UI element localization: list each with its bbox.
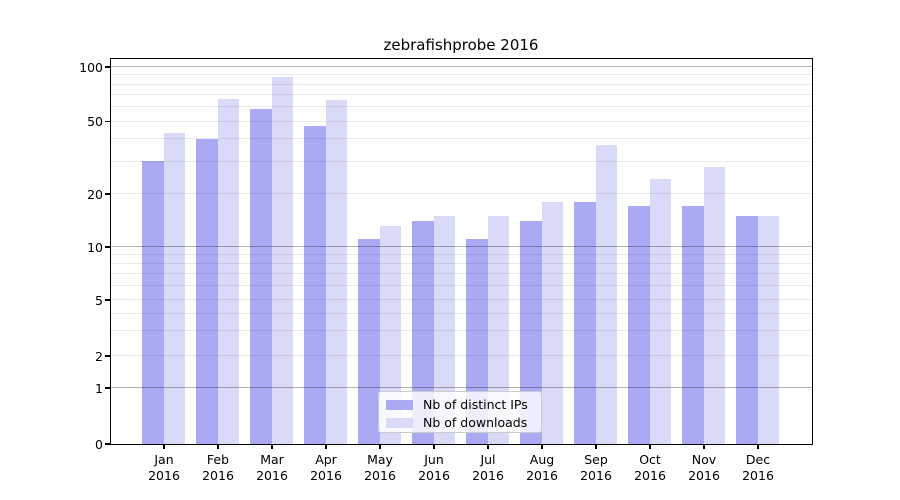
x-tick-label-apr: Apr 2016 <box>310 452 342 483</box>
bar-nb-of-downloads-sep <box>595 144 617 444</box>
x-tick-mark-dec <box>757 444 759 449</box>
bar-nb-of-distinct-ips-jun <box>412 220 434 444</box>
x-tick-label-oct: Oct 2016 <box>634 452 666 483</box>
bar-nb-of-distinct-ips-oct <box>628 205 650 444</box>
y-tick-mark-50 <box>104 120 110 123</box>
bars-layer <box>111 59 812 444</box>
bar-nb-of-distinct-ips-sep <box>574 201 596 444</box>
bar-nb-of-downloads-apr <box>325 100 347 444</box>
x-tick-label-jan: Jan 2016 <box>148 452 180 483</box>
bar-nb-of-distinct-ips-feb <box>196 138 218 444</box>
chart-title: zebrafishprobe 2016 <box>383 36 539 54</box>
x-tick-mark-aug <box>541 444 543 449</box>
bar-nb-of-downloads-jun <box>433 215 455 444</box>
x-tick-label-may: May 2016 <box>364 452 396 483</box>
bar-nb-of-downloads-dec <box>757 215 779 444</box>
x-tick-label-sep: Sep 2016 <box>580 452 612 483</box>
y-tick-label-2: 2 <box>95 348 103 364</box>
x-tick-label-jun: Jun 2016 <box>418 452 450 483</box>
x-tick-mark-apr <box>325 444 327 449</box>
plot-area <box>109 57 813 445</box>
legend-label-distinct-ips: Nb of distinct IPs <box>423 397 528 412</box>
x-tick-mark-jun <box>433 444 435 449</box>
bar-nb-of-downloads-nov <box>703 166 725 444</box>
y-tick-mark-0 <box>104 443 110 445</box>
x-tick-label-aug: Aug 2016 <box>526 452 558 483</box>
x-tick-label-feb: Feb 2016 <box>202 452 234 483</box>
bar-nb-of-downloads-aug <box>541 201 563 444</box>
legend: Nb of distinct IPs Nb of downloads <box>378 391 542 433</box>
bar-nb-of-distinct-ips-jan <box>142 161 164 444</box>
bar-nb-of-downloads-feb <box>217 99 239 444</box>
bar-nb-of-downloads-jul <box>487 215 509 444</box>
x-tick-label-jul: Jul 2016 <box>472 452 504 483</box>
y-tick-label-100: 100 <box>79 59 103 75</box>
x-tick-mark-feb <box>217 444 219 449</box>
bar-nb-of-distinct-ips-aug <box>520 220 542 444</box>
legend-swatch-downloads <box>386 418 413 428</box>
bar-nb-of-downloads-oct <box>649 179 671 444</box>
legend-swatch-distinct-ips <box>386 400 413 410</box>
y-tick-mark-5 <box>104 299 110 301</box>
bar-nb-of-downloads-mar <box>271 76 293 444</box>
bar-nb-of-distinct-ips-apr <box>304 125 326 444</box>
x-tick-mark-mar <box>271 444 273 449</box>
x-tick-label-nov: Nov 2016 <box>688 452 720 483</box>
legend-label-downloads: Nb of downloads <box>423 415 528 430</box>
x-tick-mark-jul <box>487 444 489 449</box>
y-tick-label-10: 10 <box>87 239 103 255</box>
y-tick-mark-10 <box>104 246 110 248</box>
y-tick-label-0: 0 <box>95 436 103 452</box>
y-tick-mark-1 <box>104 387 110 389</box>
x-tick-mark-may <box>379 444 381 449</box>
y-tick-label-50: 50 <box>87 114 103 129</box>
y-tick-mark-20 <box>104 193 110 195</box>
x-tick-mark-nov <box>703 444 705 449</box>
y-tick-mark-2 <box>104 355 110 357</box>
bar-nb-of-distinct-ips-mar <box>250 109 272 444</box>
y-tick-label-5: 5 <box>95 292 103 308</box>
x-tick-mark-oct <box>649 444 651 449</box>
bar-nb-of-distinct-ips-may <box>358 239 380 444</box>
legend-item-distinct-ips: Nb of distinct IPs <box>386 397 541 413</box>
x-tick-mark-sep <box>595 444 597 449</box>
y-tick-label-20: 20 <box>87 186 103 202</box>
bar-nb-of-downloads-jan <box>163 132 185 444</box>
y-tick-mark-100 <box>104 66 110 68</box>
x-tick-label-dec: Dec 2016 <box>742 452 774 483</box>
x-tick-mark-jan <box>163 444 165 449</box>
legend-item-downloads: Nb of downloads <box>386 415 541 431</box>
bar-nb-of-downloads-may <box>379 226 401 444</box>
bar-nb-of-distinct-ips-nov <box>682 205 704 444</box>
bar-nb-of-distinct-ips-dec <box>736 215 758 444</box>
x-tick-label-mar: Mar 2016 <box>256 452 288 483</box>
y-tick-label-1: 1 <box>95 380 103 396</box>
